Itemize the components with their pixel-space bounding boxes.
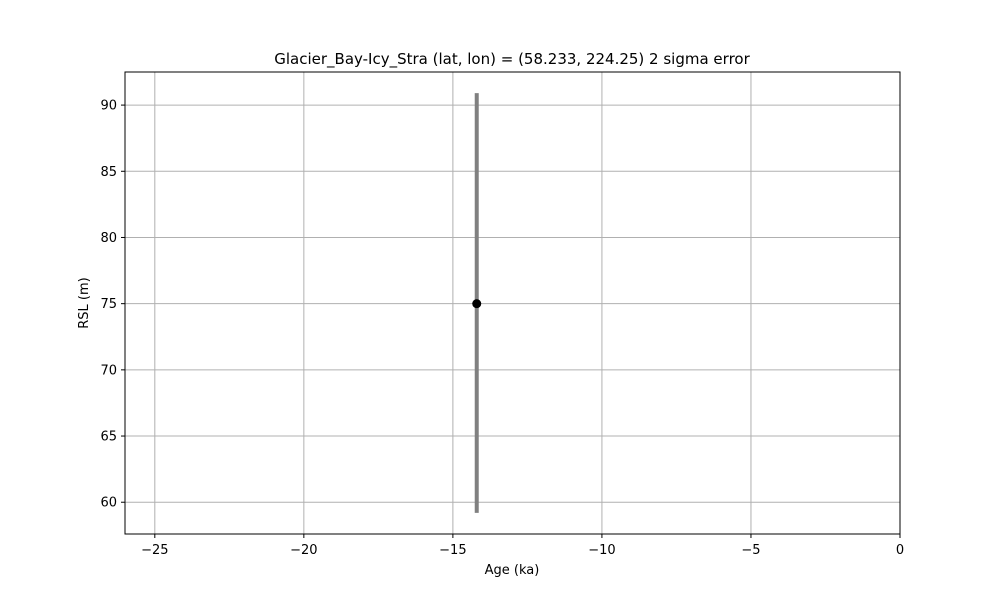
y-tick-label: 65: [100, 430, 117, 445]
data-point: [472, 299, 482, 309]
y-tick-label: 85: [100, 165, 117, 180]
plot-frame: [124, 71, 901, 535]
x-tick-label: −25: [141, 543, 168, 558]
chart-title: Glacier_Bay-Icy_Stra (lat, lon) = (58.23…: [274, 50, 750, 69]
x-tick-label: −20: [290, 543, 317, 558]
x-tick-label: −10: [588, 543, 615, 558]
x-tick-label: 0: [896, 543, 904, 558]
y-tick-label: 75: [100, 297, 117, 312]
y-tick-label: 70: [100, 363, 117, 378]
x-tick-label: −15: [439, 543, 466, 558]
y-axis-label: RSL (m): [77, 277, 92, 328]
y-tick-label: 60: [100, 496, 117, 511]
tick-marks: −25 −20 −15 −10 −5 0 60 65 70 75 80 85 90: [100, 99, 904, 558]
x-tick-label: −5: [741, 543, 760, 558]
y-tick-label: 90: [100, 99, 117, 114]
y-tick-label: 80: [100, 231, 117, 246]
grid-lines: [125, 72, 901, 534]
x-axis-label: Age (ka): [485, 563, 540, 578]
data-layer: [472, 93, 482, 513]
